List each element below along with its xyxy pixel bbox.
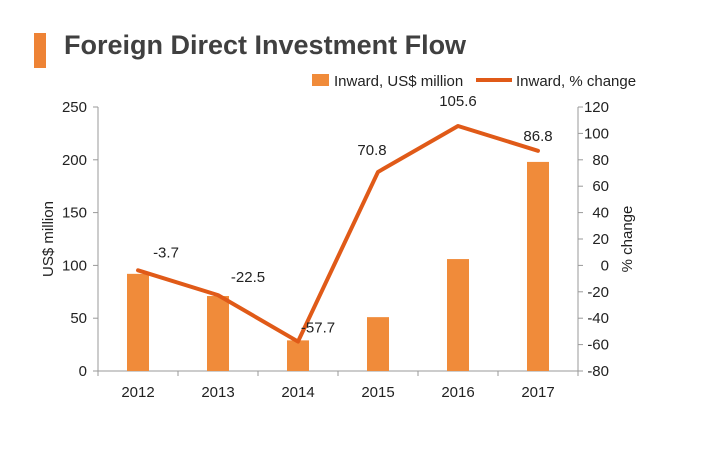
- data-labels: -3.7 -22.5 -57.7 70.8 105.6 86.8: [153, 93, 553, 337]
- x-tick-label: 2013: [201, 384, 234, 401]
- y2-tick-label: -20: [587, 284, 609, 301]
- legend: Inward, US$ million Inward, % change: [312, 73, 636, 90]
- data-label-2012: -3.7: [153, 244, 179, 261]
- x-tick-label: 2017: [521, 384, 554, 401]
- y-tick-label: 250: [62, 99, 87, 116]
- line-path: [136, 124, 540, 344]
- y2-tick-label: 100: [584, 125, 609, 142]
- axes: 0 50 100 150 200 250 -80 -60 -40 -20 0 20 40 60 80 100 1…: [40, 99, 636, 401]
- chart-title: Foreign Direct Investment Flow: [64, 30, 467, 60]
- y2-tick-label: 120: [584, 99, 609, 116]
- legend-line-label: Inward, % change: [516, 73, 636, 90]
- bar-series: [127, 161, 549, 371]
- y2-tick-label: -80: [587, 363, 609, 380]
- title-accent-bar: [34, 33, 46, 68]
- legend-bar-swatch: [312, 74, 329, 86]
- bar-2013: [207, 296, 229, 371]
- y-tick-label: 150: [62, 205, 87, 222]
- y-tick-label: 50: [70, 310, 87, 327]
- line-series: [136, 124, 540, 344]
- y2-tick-label: 20: [592, 231, 609, 248]
- x-tick-label: 2016: [441, 384, 474, 401]
- y2-tick-label: 0: [601, 257, 609, 274]
- bar-2014: [287, 340, 309, 371]
- y2-tick-label: -60: [587, 337, 609, 354]
- y2-tick-label: 60: [592, 178, 609, 195]
- x-tick-label: 2014: [281, 384, 314, 401]
- y-axis-title: US$ million: [40, 201, 57, 277]
- data-label-2013: -22.5: [231, 269, 265, 286]
- bar-2015: [367, 317, 389, 371]
- y2-tick-label: 40: [592, 205, 609, 222]
- data-label-2014: -57.7: [301, 320, 335, 337]
- data-label-2015: 70.8: [357, 142, 386, 159]
- y-tick-label: 0: [79, 363, 87, 380]
- bar-2012: [127, 273, 149, 371]
- y-tick-label: 200: [62, 152, 87, 169]
- data-label-2017: 86.8: [523, 128, 552, 145]
- y-tick-label: 100: [62, 257, 87, 274]
- y2-tick-label: -40: [587, 310, 609, 327]
- bar-2017: [527, 161, 549, 371]
- legend-bar-label: Inward, US$ million: [334, 73, 463, 90]
- data-label-2016: 105.6: [439, 93, 477, 110]
- y2-tick-label: 80: [592, 152, 609, 169]
- x-tick-label: 2012: [121, 384, 154, 401]
- y2-axis-title: % change: [619, 206, 636, 273]
- bar-2016: [447, 259, 469, 371]
- x-tick-label: 2015: [361, 384, 394, 401]
